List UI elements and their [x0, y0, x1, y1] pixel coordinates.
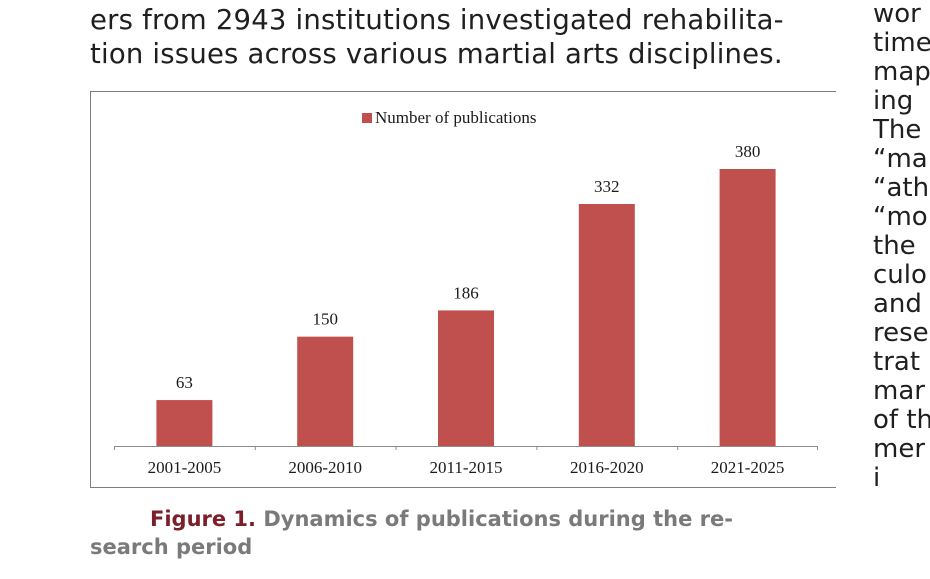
- body-text-line: ers from 2943 institutions investigated …: [90, 4, 784, 36]
- figure-caption: Figure 1. Dynamics of publications durin…: [90, 505, 835, 561]
- bar: [719, 169, 776, 446]
- data-label: 332: [594, 177, 620, 196]
- right-column-line: “ma: [873, 144, 928, 174]
- right-column-line: time: [873, 28, 930, 58]
- bar: [438, 310, 494, 446]
- data-label: 150: [312, 310, 338, 329]
- right-column-line: wor: [873, 0, 921, 29]
- right-column-text: wor time map ing The “ma “ath “mo the cu…: [873, 0, 930, 493]
- x-tick-label: 2006-2010: [288, 458, 362, 477]
- bar: [578, 203, 635, 446]
- data-label: 380: [735, 142, 761, 161]
- figure-chart-frame: Number of publications 63 2001-2005 150 2006…: [90, 91, 836, 488]
- body-text-line: tion issues across various martial arts …: [90, 38, 783, 70]
- right-column-line: The: [873, 115, 922, 145]
- bar-chart: Number of publications 63 2001-2005 150 2006…: [114, 108, 818, 477]
- legend-swatch: [362, 113, 372, 123]
- right-column-line: culo: [873, 260, 927, 290]
- x-tick-label: 2016-2020: [570, 458, 644, 477]
- right-column-line: ing: [873, 86, 914, 116]
- caption-text: Dynamics of publications during the re-: [256, 507, 733, 531]
- right-column-line: the: [873, 231, 916, 261]
- x-tick-label: 2011-2015: [429, 458, 502, 477]
- right-column-line: mer: [873, 434, 926, 464]
- data-label: 63: [176, 373, 193, 392]
- x-tick-label: 2021-2025: [711, 458, 785, 477]
- right-column-line: trat: [873, 347, 921, 377]
- right-column-line: mar: [873, 376, 925, 406]
- right-column-line: i: [873, 463, 881, 493]
- caption-text-continued: search period: [90, 535, 253, 559]
- right-column-line: “mo: [873, 202, 928, 232]
- x-tick-label: 2001-2005: [148, 458, 222, 477]
- bar: [156, 400, 213, 446]
- right-column-line: of th: [873, 405, 930, 435]
- right-column-line: “ath: [873, 173, 930, 203]
- right-column-line: rese: [873, 318, 929, 348]
- legend-label: Number of publications: [375, 108, 536, 127]
- figure-label: Figure 1.: [150, 507, 257, 531]
- bar: [297, 336, 354, 446]
- right-column-line: map: [873, 57, 930, 87]
- data-label: 186: [453, 283, 479, 302]
- right-column-line: and: [873, 289, 922, 319]
